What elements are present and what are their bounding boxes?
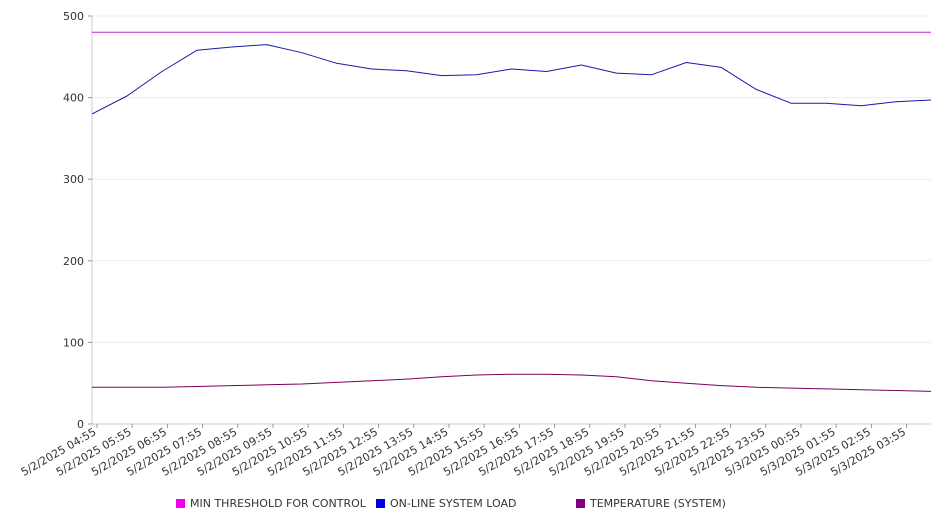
y-tick-label: 300	[63, 173, 84, 186]
legend-swatch-system-load	[376, 499, 385, 508]
series-line-system-load	[91, 44, 932, 115]
y-tick-label: 0	[77, 418, 84, 431]
legend-label-temperature: TEMPERATURE (SYSTEM)	[590, 497, 726, 510]
legend-item-threshold[interactable]: MIN THRESHOLD FOR CONTROL	[176, 497, 366, 510]
axes	[91, 16, 931, 425]
y-tick-label: 400	[63, 92, 84, 105]
legend-item-temperature[interactable]: TEMPERATURE (SYSTEM)	[576, 497, 726, 510]
y-tick-label: 100	[63, 336, 84, 349]
legend: MIN THRESHOLD FOR CONTROL ON-LINE SYSTEM…	[0, 497, 946, 515]
x-tick-labels: 5/2/2025 04:555/2/2025 05:555/2/2025 06:…	[19, 424, 908, 479]
legend-item-system-load[interactable]: ON-LINE SYSTEM LOAD	[376, 497, 516, 510]
y-tick-label: 200	[63, 255, 84, 268]
y-tick-labels: 0 100 200 300 400 500	[63, 10, 92, 431]
legend-swatch-threshold	[176, 499, 185, 508]
legend-label-threshold: MIN THRESHOLD FOR CONTROL	[190, 497, 366, 510]
legend-swatch-temperature	[576, 499, 585, 508]
legend-label-system-load: ON-LINE SYSTEM LOAD	[390, 497, 517, 510]
series-line-temperature	[92, 373, 932, 392]
y-tick-label: 500	[63, 10, 84, 23]
series-lines	[91, 31, 932, 392]
grid-lines	[92, 15, 931, 343]
